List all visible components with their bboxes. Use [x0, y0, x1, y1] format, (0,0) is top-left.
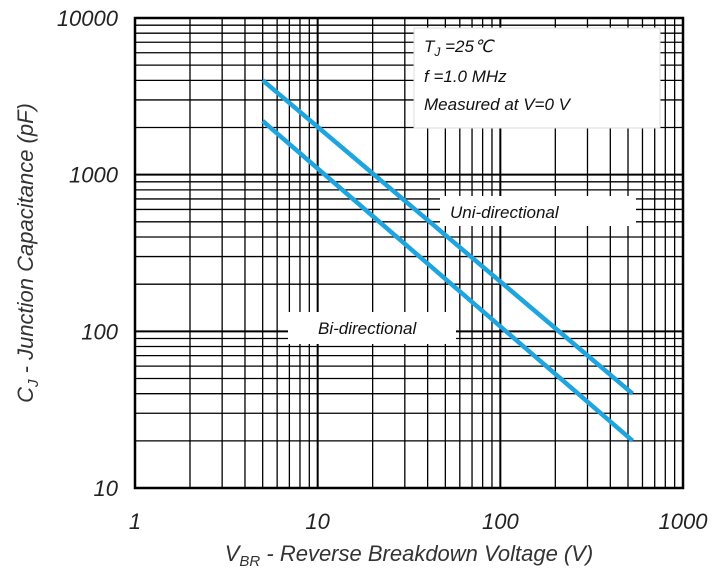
y-tick-label: 10	[94, 476, 119, 501]
conditions-background	[413, 27, 661, 129]
series-line-uni-directional	[261, 78, 635, 396]
label-uni-directional: Uni-directional	[440, 196, 636, 226]
label-bi-directional: Bi-directional	[288, 312, 456, 344]
label-bi-background	[288, 312, 456, 344]
series-line-bi-directional	[261, 119, 635, 443]
label-bi-text: Bi-directional	[318, 319, 417, 338]
x-tick-label: 1000	[659, 509, 709, 534]
condition-measured: Measured at V=0 V	[424, 95, 572, 114]
series	[261, 78, 635, 443]
label-uni-background	[440, 196, 636, 226]
condition-frequency: f =1.0 MHz	[424, 67, 507, 86]
plot-frame	[133, 16, 685, 490]
y-tick-label: 10000	[57, 6, 119, 31]
x-axis-ticks: 1 10 100 1000	[129, 509, 708, 534]
y-tick-label: 1000	[69, 163, 119, 188]
label-uni-text: Uni-directional	[450, 203, 560, 222]
y-axis-title: CJ - Junction Capacitance (pF)	[13, 103, 42, 403]
x-tick-label: 1	[129, 509, 141, 534]
x-tick-label: 10	[305, 509, 330, 534]
condition-tj: TJ =25℃	[424, 37, 495, 59]
x-axis-title: VBR - Reverse Breakdown Voltage (V)	[225, 541, 594, 570]
y-axis-ticks: 10 100 1000 10000	[57, 6, 119, 501]
conditions-box: TJ =25℃ f =1.0 MHz Measured at V=0 V	[413, 27, 661, 129]
x-tick-label: 100	[482, 509, 519, 534]
y-tick-label: 100	[81, 319, 118, 344]
